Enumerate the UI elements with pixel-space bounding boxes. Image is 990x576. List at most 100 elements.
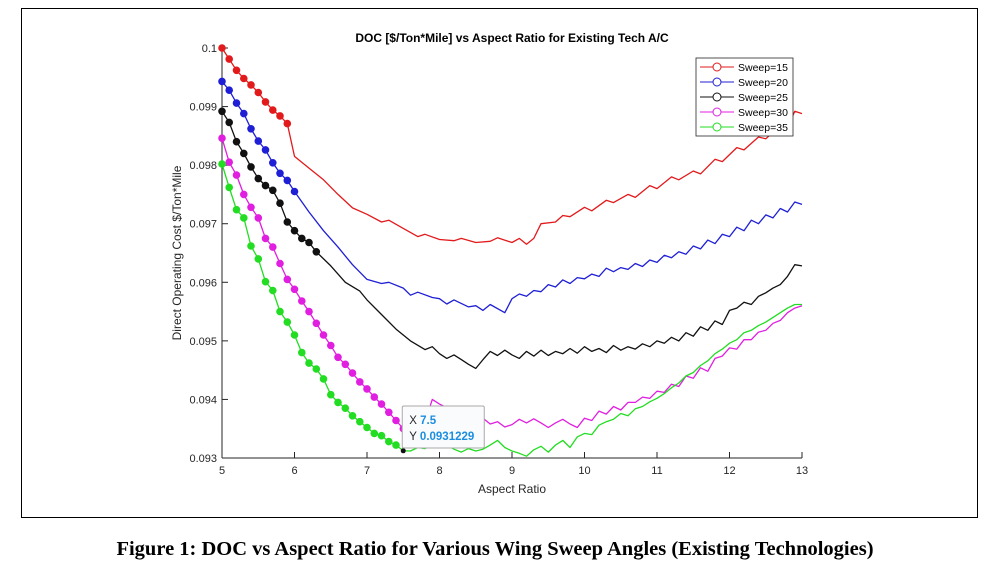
- data-point[interactable]: [254, 214, 263, 222]
- data-point[interactable]: [254, 137, 263, 145]
- data-point[interactable]: [232, 171, 241, 179]
- data-point[interactable]: [334, 353, 342, 362]
- data-point[interactable]: [312, 319, 321, 328]
- data-point[interactable]: [341, 404, 350, 413]
- data-point[interactable]: [276, 259, 284, 268]
- data-point[interactable]: [305, 238, 313, 247]
- series-line[interactable]: [221, 163, 802, 457]
- data-point[interactable]: [290, 226, 299, 235]
- legend-item[interactable]: Sweep=25: [700, 92, 788, 104]
- data-point[interactable]: [247, 242, 255, 250]
- data-point[interactable]: [385, 437, 393, 446]
- data-point[interactable]: [392, 416, 400, 425]
- data-point[interactable]: [232, 137, 241, 146]
- legend-item[interactable]: Sweep=35: [700, 122, 788, 134]
- legend-item[interactable]: Sweep=20: [700, 77, 788, 89]
- data-point[interactable]: [341, 360, 350, 369]
- data-point[interactable]: [290, 285, 299, 294]
- data-point[interactable]: [276, 112, 284, 120]
- data-point[interactable]: [356, 378, 364, 386]
- data-point[interactable]: [283, 218, 292, 226]
- legend-item[interactable]: Sweep=30: [700, 107, 788, 119]
- data-point[interactable]: [240, 149, 248, 158]
- series-line[interactable]: [221, 80, 803, 314]
- data-point[interactable]: [269, 286, 277, 295]
- data-point[interactable]: [327, 390, 335, 399]
- data-point[interactable]: [218, 77, 226, 86]
- data-point[interactable]: [298, 234, 306, 243]
- data-point[interactable]: [269, 243, 277, 251]
- data-point[interactable]: [247, 81, 255, 89]
- data-point[interactable]: [312, 365, 321, 373]
- data-point[interactable]: [363, 385, 371, 393]
- data-point[interactable]: [261, 181, 270, 190]
- data-point[interactable]: [377, 400, 386, 408]
- data-point[interactable]: [225, 183, 233, 192]
- data-point[interactable]: [247, 163, 255, 171]
- legend-item[interactable]: Sweep=15: [700, 62, 788, 74]
- datatip[interactable]: X 7.5Y 0.0931229: [400, 405, 485, 454]
- data-point[interactable]: [247, 125, 255, 133]
- data-point[interactable]: [385, 408, 393, 417]
- data-point[interactable]: [319, 331, 328, 339]
- data-point[interactable]: [298, 348, 306, 357]
- data-point[interactable]: [225, 55, 233, 63]
- data-point[interactable]: [290, 331, 299, 339]
- data-point[interactable]: [283, 119, 292, 128]
- data-point[interactable]: [254, 174, 263, 183]
- data-point[interactable]: [261, 146, 270, 154]
- datatip-y-value: 0.0931229: [420, 431, 474, 443]
- data-point[interactable]: [305, 359, 313, 367]
- data-point[interactable]: [283, 275, 292, 284]
- data-point[interactable]: [348, 369, 357, 377]
- series-line[interactable]: [221, 47, 803, 245]
- data-point[interactable]: [276, 199, 284, 207]
- data-point[interactable]: [225, 118, 233, 127]
- data-point[interactable]: [247, 203, 255, 212]
- data-point[interactable]: [276, 307, 284, 316]
- series-sweep-35: [218, 160, 802, 457]
- data-point[interactable]: [240, 74, 248, 83]
- data-point[interactable]: [240, 109, 248, 118]
- data-point[interactable]: [283, 318, 292, 326]
- data-point[interactable]: [269, 159, 277, 167]
- data-point[interactable]: [269, 106, 277, 114]
- data-point[interactable]: [298, 297, 306, 305]
- data-point[interactable]: [261, 98, 270, 106]
- data-point[interactable]: [276, 169, 284, 178]
- data-point[interactable]: [218, 107, 226, 116]
- data-point[interactable]: [240, 190, 248, 199]
- data-point[interactable]: [392, 441, 400, 449]
- data-point[interactable]: [261, 277, 270, 286]
- data-point[interactable]: [377, 431, 386, 440]
- data-point[interactable]: [319, 375, 328, 383]
- data-point[interactable]: [283, 176, 292, 185]
- data-point[interactable]: [290, 187, 299, 196]
- data-point[interactable]: [240, 214, 248, 222]
- data-point[interactable]: [218, 134, 226, 142]
- data-point[interactable]: [254, 255, 263, 263]
- data-point[interactable]: [334, 398, 342, 407]
- data-point[interactable]: [218, 44, 226, 52]
- data-point[interactable]: [312, 248, 321, 256]
- data-point[interactable]: [254, 88, 263, 97]
- data-point[interactable]: [305, 307, 313, 316]
- data-point[interactable]: [225, 86, 233, 94]
- legend[interactable]: Sweep=15 Sweep=20 Sweep=25 Sweep=30 Sweep=35: [695, 57, 794, 137]
- data-point[interactable]: [269, 186, 277, 195]
- data-point[interactable]: [356, 417, 364, 426]
- data-point[interactable]: [363, 423, 371, 432]
- data-point[interactable]: [348, 412, 357, 420]
- data-point[interactable]: [225, 158, 233, 166]
- data-point[interactable]: [218, 160, 226, 168]
- data-point[interactable]: [370, 429, 379, 438]
- data-point[interactable]: [232, 205, 241, 214]
- data-point[interactable]: [232, 99, 241, 107]
- data-point[interactable]: [261, 234, 270, 243]
- data-point[interactable]: [370, 393, 379, 401]
- data-point[interactable]: [327, 341, 335, 350]
- data-point[interactable]: [232, 66, 241, 75]
- datatip-anchor[interactable]: [400, 448, 406, 454]
- x-tick-label: 13: [796, 465, 808, 477]
- series-line[interactable]: [221, 138, 803, 446]
